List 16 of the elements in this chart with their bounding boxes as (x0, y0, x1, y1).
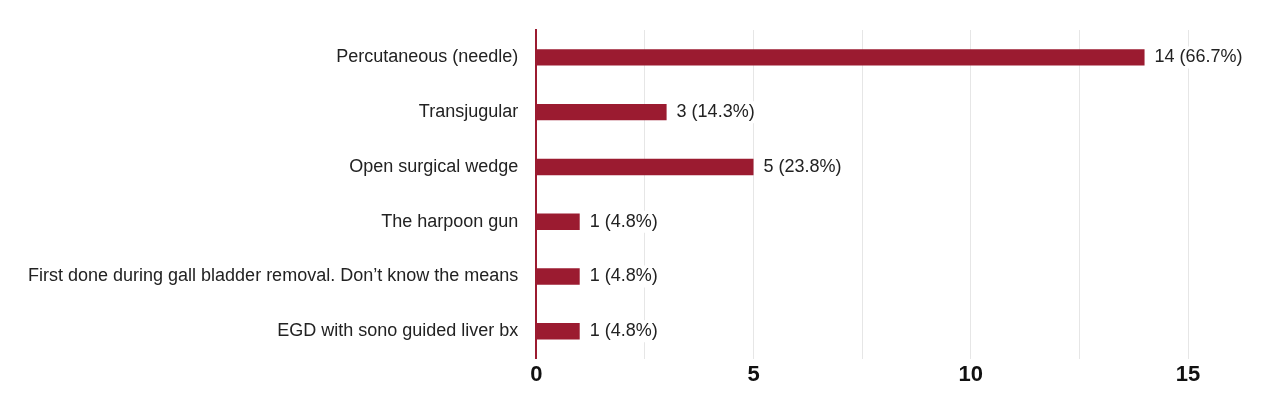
data-label: 1 (4.8%) (589, 210, 658, 231)
data-label: 3 (14.3%) (676, 101, 755, 122)
data-label: 14 (66.7%) (1154, 46, 1243, 67)
x-tick-label: 15 (1175, 360, 1201, 386)
y-tick-label: The harpoon gun (381, 210, 519, 231)
x-tick-label: 5 (747, 360, 760, 386)
data-label: 5 (23.8%) (763, 155, 842, 176)
y-tick-label: EGD with sono guided liver bx (277, 320, 519, 341)
y-tick-label: Open surgical wedge (349, 155, 519, 176)
x-tick-label: 0 (530, 360, 543, 386)
y-tick-label: First done during gall bladder removal. Don’t know the means (27, 265, 519, 286)
y-tick-label: Percutaneous (needle) (336, 46, 519, 67)
data-label: 1 (4.8%) (589, 320, 658, 341)
y-tick-label: Transjugular (418, 101, 519, 122)
x-tick-label: 10 (958, 360, 983, 386)
data-label: 1 (4.8%) (589, 265, 658, 286)
